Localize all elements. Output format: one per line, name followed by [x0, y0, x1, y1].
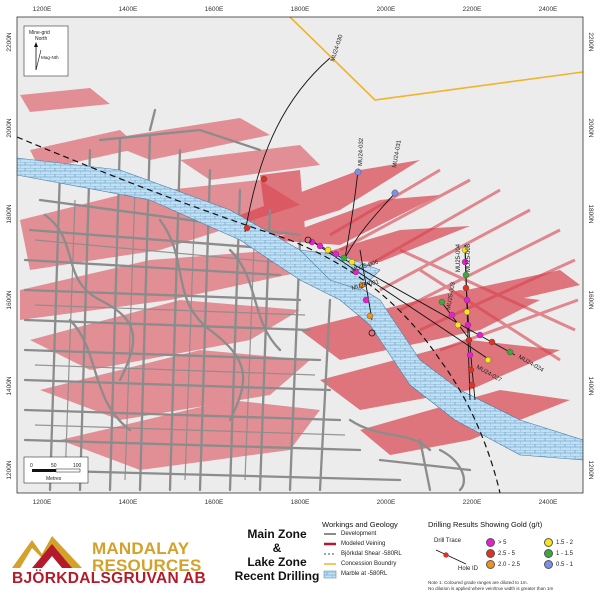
svg-text:1400E: 1400E [119, 6, 138, 13]
svg-text:0: 0 [30, 463, 33, 469]
grade-item: > 5 [486, 538, 507, 547]
grade-dot-icon [544, 560, 553, 569]
svg-text:2400E: 2400E [539, 6, 558, 13]
mine-workings [23, 108, 472, 492]
legend-veining: Modeled Veining [341, 541, 386, 547]
svg-text:2000E: 2000E [377, 6, 396, 13]
svg-text:1400N: 1400N [6, 376, 13, 395]
bjorkdal-shear-line [17, 136, 501, 493]
map-view[interactable]: MU24-030 MU24-032 MU24-031 MU25-006 MU25… [0, 0, 600, 510]
legend-drill-trace: Drill Trace [434, 538, 462, 544]
svg-text:2400E: 2400E [539, 499, 558, 506]
grade-dot-icon [544, 538, 553, 547]
logo-text: MANDALAY RESOURCES [92, 540, 202, 574]
svg-text:1800E: 1800E [291, 499, 310, 506]
svg-text:1800N: 1800N [587, 204, 594, 223]
legend-marble: Marble at -580RL [341, 571, 388, 577]
hole-label: MU25-004 [456, 243, 462, 272]
title-line: Main Zone [247, 527, 307, 541]
grade-dots [243, 168, 514, 389]
legend-concession: Concession Boundry [341, 561, 397, 567]
hole-label: MU25-003 [446, 281, 457, 310]
workings-legend-symbols [323, 533, 337, 579]
svg-text:1600E: 1600E [205, 499, 224, 506]
x-ticks-top: 1200E 1400E 1600E 1800E 2000E 2200E 2400… [33, 6, 558, 13]
svg-text:50: 50 [51, 463, 57, 469]
svg-text:1200N: 1200N [587, 460, 594, 479]
grade-dot-icon [486, 549, 495, 558]
svg-text:1600N: 1600N [6, 290, 13, 309]
svg-text:2200E: 2200E [463, 499, 482, 506]
logo-subtitle: BJÖRKDALSGRUVAN AB [12, 570, 206, 587]
svg-text:2200E: 2200E [463, 6, 482, 13]
legend-shear: Björkdal Shear -580RL [341, 551, 402, 557]
grade-item: 2.0 - 2.5 [486, 560, 520, 569]
svg-text:Mine-grid: Mine-grid [29, 30, 50, 36]
grade-item: 2.5 - 5 [486, 549, 515, 558]
legend-note: Note 1: Coloured grade ranges are dilute… [428, 580, 598, 592]
hole-label: MU25-008 [466, 243, 472, 272]
y-ticks-right: 2200N 2000N 1800N 1600N 1400N 1200N [587, 32, 594, 479]
svg-text:2000E: 2000E [377, 499, 396, 506]
logo-line1: MANDALAY [92, 539, 190, 558]
grade-item: 0.5 - 1 [544, 560, 573, 569]
concession-boundary [289, 17, 583, 101]
drill-trace-icon [435, 549, 467, 565]
svg-text:1800N: 1800N [6, 204, 13, 223]
note-line: Note 1: Coloured grade ranges are dilute… [428, 580, 528, 585]
lake-zone-veins [329, 168, 579, 362]
title-line: & [272, 541, 282, 555]
svg-text:1200E: 1200E [33, 6, 52, 13]
map-title: Main Zone & Lake Zone Recent Drilling [232, 527, 322, 583]
mandalay-logo-icon [12, 536, 82, 568]
note-line: No dilution is applied where vein/true w… [428, 586, 554, 591]
hole-label: MU24-031 [392, 139, 403, 168]
svg-text:1800E: 1800E [291, 6, 310, 13]
grade-item: 1 - 1.5 [544, 549, 573, 558]
collar-marker-2 [368, 329, 376, 337]
grade-item: 1.5 - 2 [544, 538, 573, 547]
svg-text:100: 100 [73, 463, 82, 469]
x-ticks-bottom: 1200E 1400E 1600E 1800E 2000E 2200E 2400… [33, 499, 558, 506]
drilling-legend-title: Drilling Results Showing Gold (g/t) [428, 520, 543, 529]
logo-line2: RESOURCES [92, 556, 202, 575]
title-line: Lake Zone [247, 555, 307, 569]
grade-dot-icon [486, 560, 495, 569]
legend-hole-id: Hole ID [458, 566, 479, 572]
grade-dot-icon [486, 538, 495, 547]
svg-text:Metres: Metres [46, 476, 62, 482]
north-arrow: Mine-grid North Mag-Nth [23, 25, 69, 77]
collar-marker [304, 236, 312, 244]
map-frame [16, 16, 584, 494]
svg-text:1400N: 1400N [587, 376, 594, 395]
legend-development: Development [341, 531, 377, 537]
y-ticks-left: 2200N 2000N 1800N 1600N 1400N 1200N [6, 32, 13, 479]
title-line: Recent Drilling [234, 569, 320, 583]
svg-text:2200N: 2200N [587, 32, 594, 51]
scale-bar: 0 50 100 Metres [23, 456, 89, 484]
svg-text:2000N: 2000N [6, 118, 13, 137]
hole-label: MU24-032 [358, 137, 365, 166]
legend-panel [0, 510, 600, 598]
svg-text:2200N: 2200N [6, 32, 13, 51]
svg-text:1600N: 1600N [587, 290, 594, 309]
svg-text:North: North [35, 36, 47, 42]
svg-text:Mag-Nth: Mag-Nth [41, 55, 59, 60]
mine-workings-fine [34, 189, 346, 481]
svg-text:1600E: 1600E [205, 6, 224, 13]
svg-text:1400E: 1400E [119, 499, 138, 506]
workings-legend-title: Workings and Geology [322, 520, 398, 529]
grade-dot-icon [544, 549, 553, 558]
svg-text:1200E: 1200E [33, 499, 52, 506]
svg-text:1200N: 1200N [6, 460, 13, 479]
svg-text:2000N: 2000N [587, 118, 594, 137]
